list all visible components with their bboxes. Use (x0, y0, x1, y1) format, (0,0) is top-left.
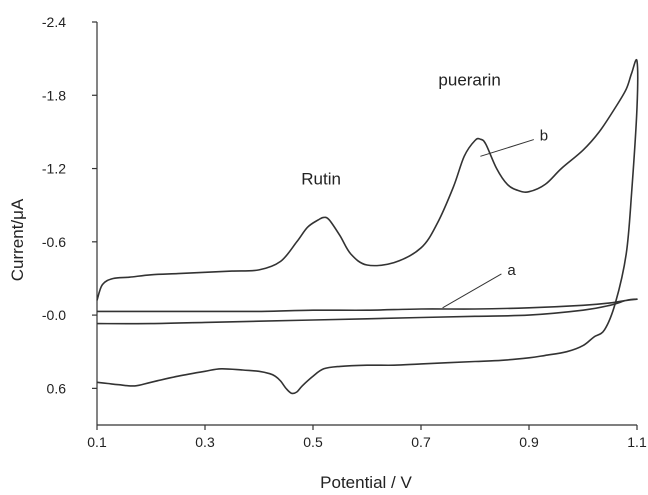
peak-annotation: puerarin (438, 71, 500, 90)
x-axis-ticks: 0.1 0.3 0.5 0.7 0.9 1.1 (87, 425, 647, 450)
y-tick-label: -0.0 (42, 307, 66, 323)
x-tick-label: 1.1 (627, 434, 647, 450)
y-tick-label: -1.8 (42, 87, 66, 103)
curves (96, 58, 639, 395)
x-axis-title: Potential / V (320, 473, 412, 492)
series-label-a: a (507, 262, 516, 279)
y-tick-label: -0.6 (42, 234, 66, 250)
x-tick-label: 0.3 (195, 434, 215, 450)
y-axis-title: Current/μA (8, 198, 27, 281)
y-tick-label: 0.6 (47, 380, 67, 396)
x-tick-label: 0.5 (303, 434, 323, 450)
series-label-leader (480, 139, 534, 157)
axes (96, 22, 637, 426)
series-label-b: b (540, 128, 548, 145)
series-b-line (96, 58, 639, 395)
x-tick-label: 0.7 (411, 434, 431, 450)
y-tick-label: -2.4 (42, 14, 66, 30)
x-tick-label: 0.9 (519, 434, 539, 450)
peak-annotation: Rutin (301, 169, 341, 188)
annotations: Rutin puerarin a b (301, 71, 548, 309)
series-label-leader (442, 273, 502, 309)
y-axis-ticks: -2.4 -1.8 -1.2 -0.6 -0.0 0.6 (42, 14, 97, 396)
series-a-line (96, 298, 638, 325)
y-tick-label: -1.2 (42, 161, 66, 177)
x-tick-label: 0.1 (87, 434, 107, 450)
